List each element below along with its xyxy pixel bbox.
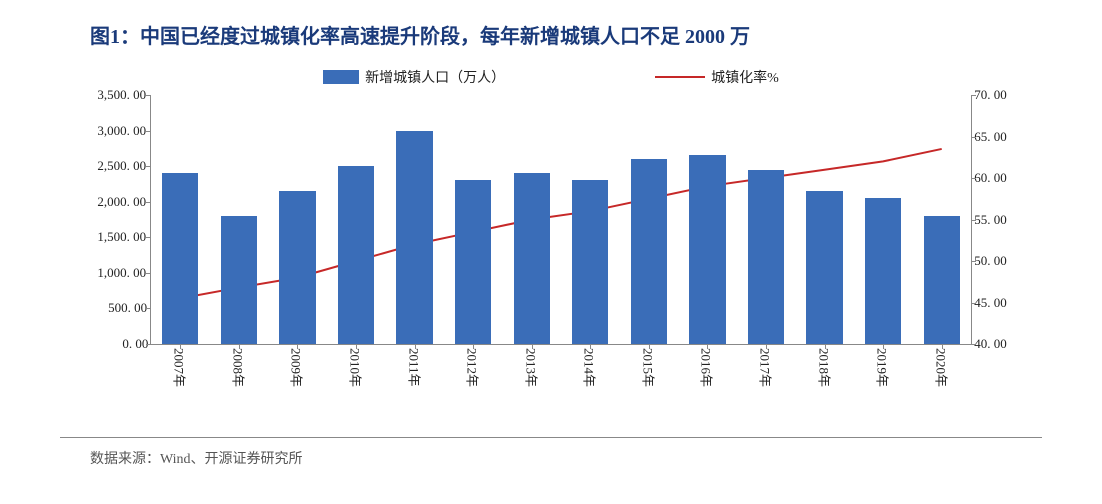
y-left-tick: 1,000. 00: [97, 265, 146, 281]
bar: [162, 173, 198, 344]
chart-legend: 新增城镇人口（万人） 城镇化率%: [60, 67, 1042, 87]
bar: [279, 191, 315, 344]
bar: [689, 155, 725, 344]
legend-bar-item: 新增城镇人口（万人）: [323, 67, 505, 87]
x-axis-label: 2012年: [464, 348, 483, 387]
chart-area: 0. 00 500. 00 1,000. 00 1,500. 00 2,000. 00 2…: [60, 95, 1042, 385]
x-axis-label: 2014年: [581, 348, 600, 387]
x-axis-label: 2008年: [229, 348, 248, 387]
y-right-tick-mark: [971, 344, 976, 345]
bar: [514, 173, 550, 344]
bar: [221, 216, 257, 344]
y-left-tick: 3,000. 00: [97, 123, 146, 139]
legend-bar-label: 新增城镇人口（万人）: [365, 67, 505, 87]
bar: [455, 180, 491, 344]
y-right-tick: 45. 00: [974, 295, 1007, 311]
chart-title: 图1：中国已经度过城镇化率高速提升阶段，每年新增城镇人口不足 2000 万: [60, 20, 1042, 49]
y-right-tick: 40. 00: [974, 336, 1007, 352]
x-axis-label: 2016年: [698, 348, 717, 387]
legend-line-item: 城镇化率%: [655, 67, 779, 87]
y-left-tick: 0. 00: [122, 336, 148, 352]
y-left-tick-mark: [146, 308, 151, 309]
x-axis-label: 2020年: [932, 348, 951, 387]
y-left-tick-mark: [146, 237, 151, 238]
y-right-tick: 60. 00: [974, 170, 1007, 186]
x-axis-label: 2010年: [347, 348, 366, 387]
footer-source: 数据来源：Wind、开源证券研究所: [60, 448, 1042, 468]
y-left-tick: 500. 00: [108, 300, 147, 316]
y-right-tick-mark: [971, 178, 976, 179]
x-axis-label: 2013年: [522, 348, 541, 387]
bar: [631, 159, 667, 344]
y-right-tick: 65. 00: [974, 129, 1007, 145]
y-left-tick: 1,500. 00: [97, 229, 146, 245]
x-axis-label: 2009年: [288, 348, 307, 387]
y-right-tick: 55. 00: [974, 212, 1007, 228]
y-right-tick-mark: [971, 137, 976, 138]
x-axis-label: 2011年: [405, 348, 424, 387]
bar: [572, 180, 608, 344]
bar: [806, 191, 842, 344]
bar: [748, 170, 784, 344]
bar: [396, 131, 432, 344]
bar: [924, 216, 960, 344]
x-axis-label: 2018年: [815, 348, 834, 387]
legend-line-label: 城镇化率%: [711, 67, 779, 87]
y-left-tick: 2,000. 00: [97, 194, 146, 210]
y-left-tick-mark: [146, 166, 151, 167]
legend-line-swatch: [655, 76, 705, 78]
y-left-tick: 3,500. 00: [97, 87, 146, 103]
y-right-tick-mark: [971, 95, 976, 96]
y-right-tick-mark: [971, 303, 976, 304]
y-left-tick: 2,500. 00: [97, 158, 146, 174]
y-right-tick: 70. 00: [974, 87, 1007, 103]
footer-divider: [60, 437, 1042, 438]
x-axis-label: 2019年: [874, 348, 893, 387]
x-axis-label: 2007年: [171, 348, 190, 387]
y-left-tick-mark: [146, 344, 151, 345]
y-right-tick-mark: [971, 220, 976, 221]
y-right-tick: 50. 00: [974, 253, 1007, 269]
bar: [865, 198, 901, 344]
x-axis-label: 2017年: [757, 348, 776, 387]
y-left-tick-mark: [146, 273, 151, 274]
plot-region: 0. 00500. 001,000. 001,500. 002,000. 002…: [150, 95, 972, 345]
legend-bar-swatch: [323, 70, 359, 84]
y-left-tick-mark: [146, 131, 151, 132]
bar: [338, 166, 374, 344]
x-axis-label: 2015年: [639, 348, 658, 387]
y-right-tick-mark: [971, 261, 976, 262]
y-left-tick-mark: [146, 95, 151, 96]
line-series: [151, 95, 971, 344]
y-left-tick-mark: [146, 202, 151, 203]
